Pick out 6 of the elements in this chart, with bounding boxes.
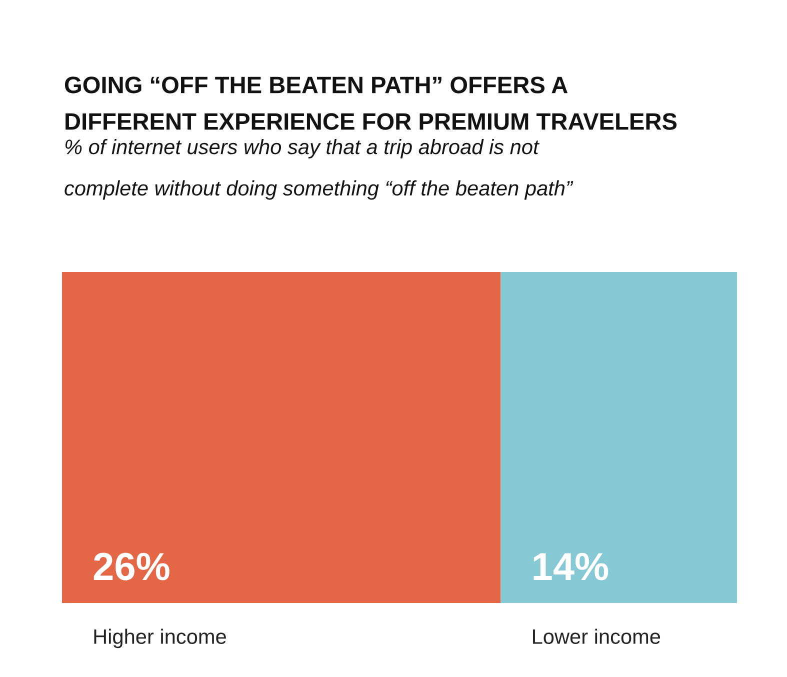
chart-subtitle: % of internet users who say that a trip abroad is not complete without doing something “off the beaten path” <box>64 139 574 200</box>
data-label: 14% <box>534 552 608 580</box>
chart-title: GOING “OFF THE BEATEN PATH” OFFERS A DIFFERENT EXPERIENCE FOR PREMIUM TRAVELERS <box>64 76 677 130</box>
data-label: 26% <box>94 552 170 580</box>
series-label: Lower income <box>533 628 660 644</box>
series-label: Higher income <box>94 628 226 648</box>
